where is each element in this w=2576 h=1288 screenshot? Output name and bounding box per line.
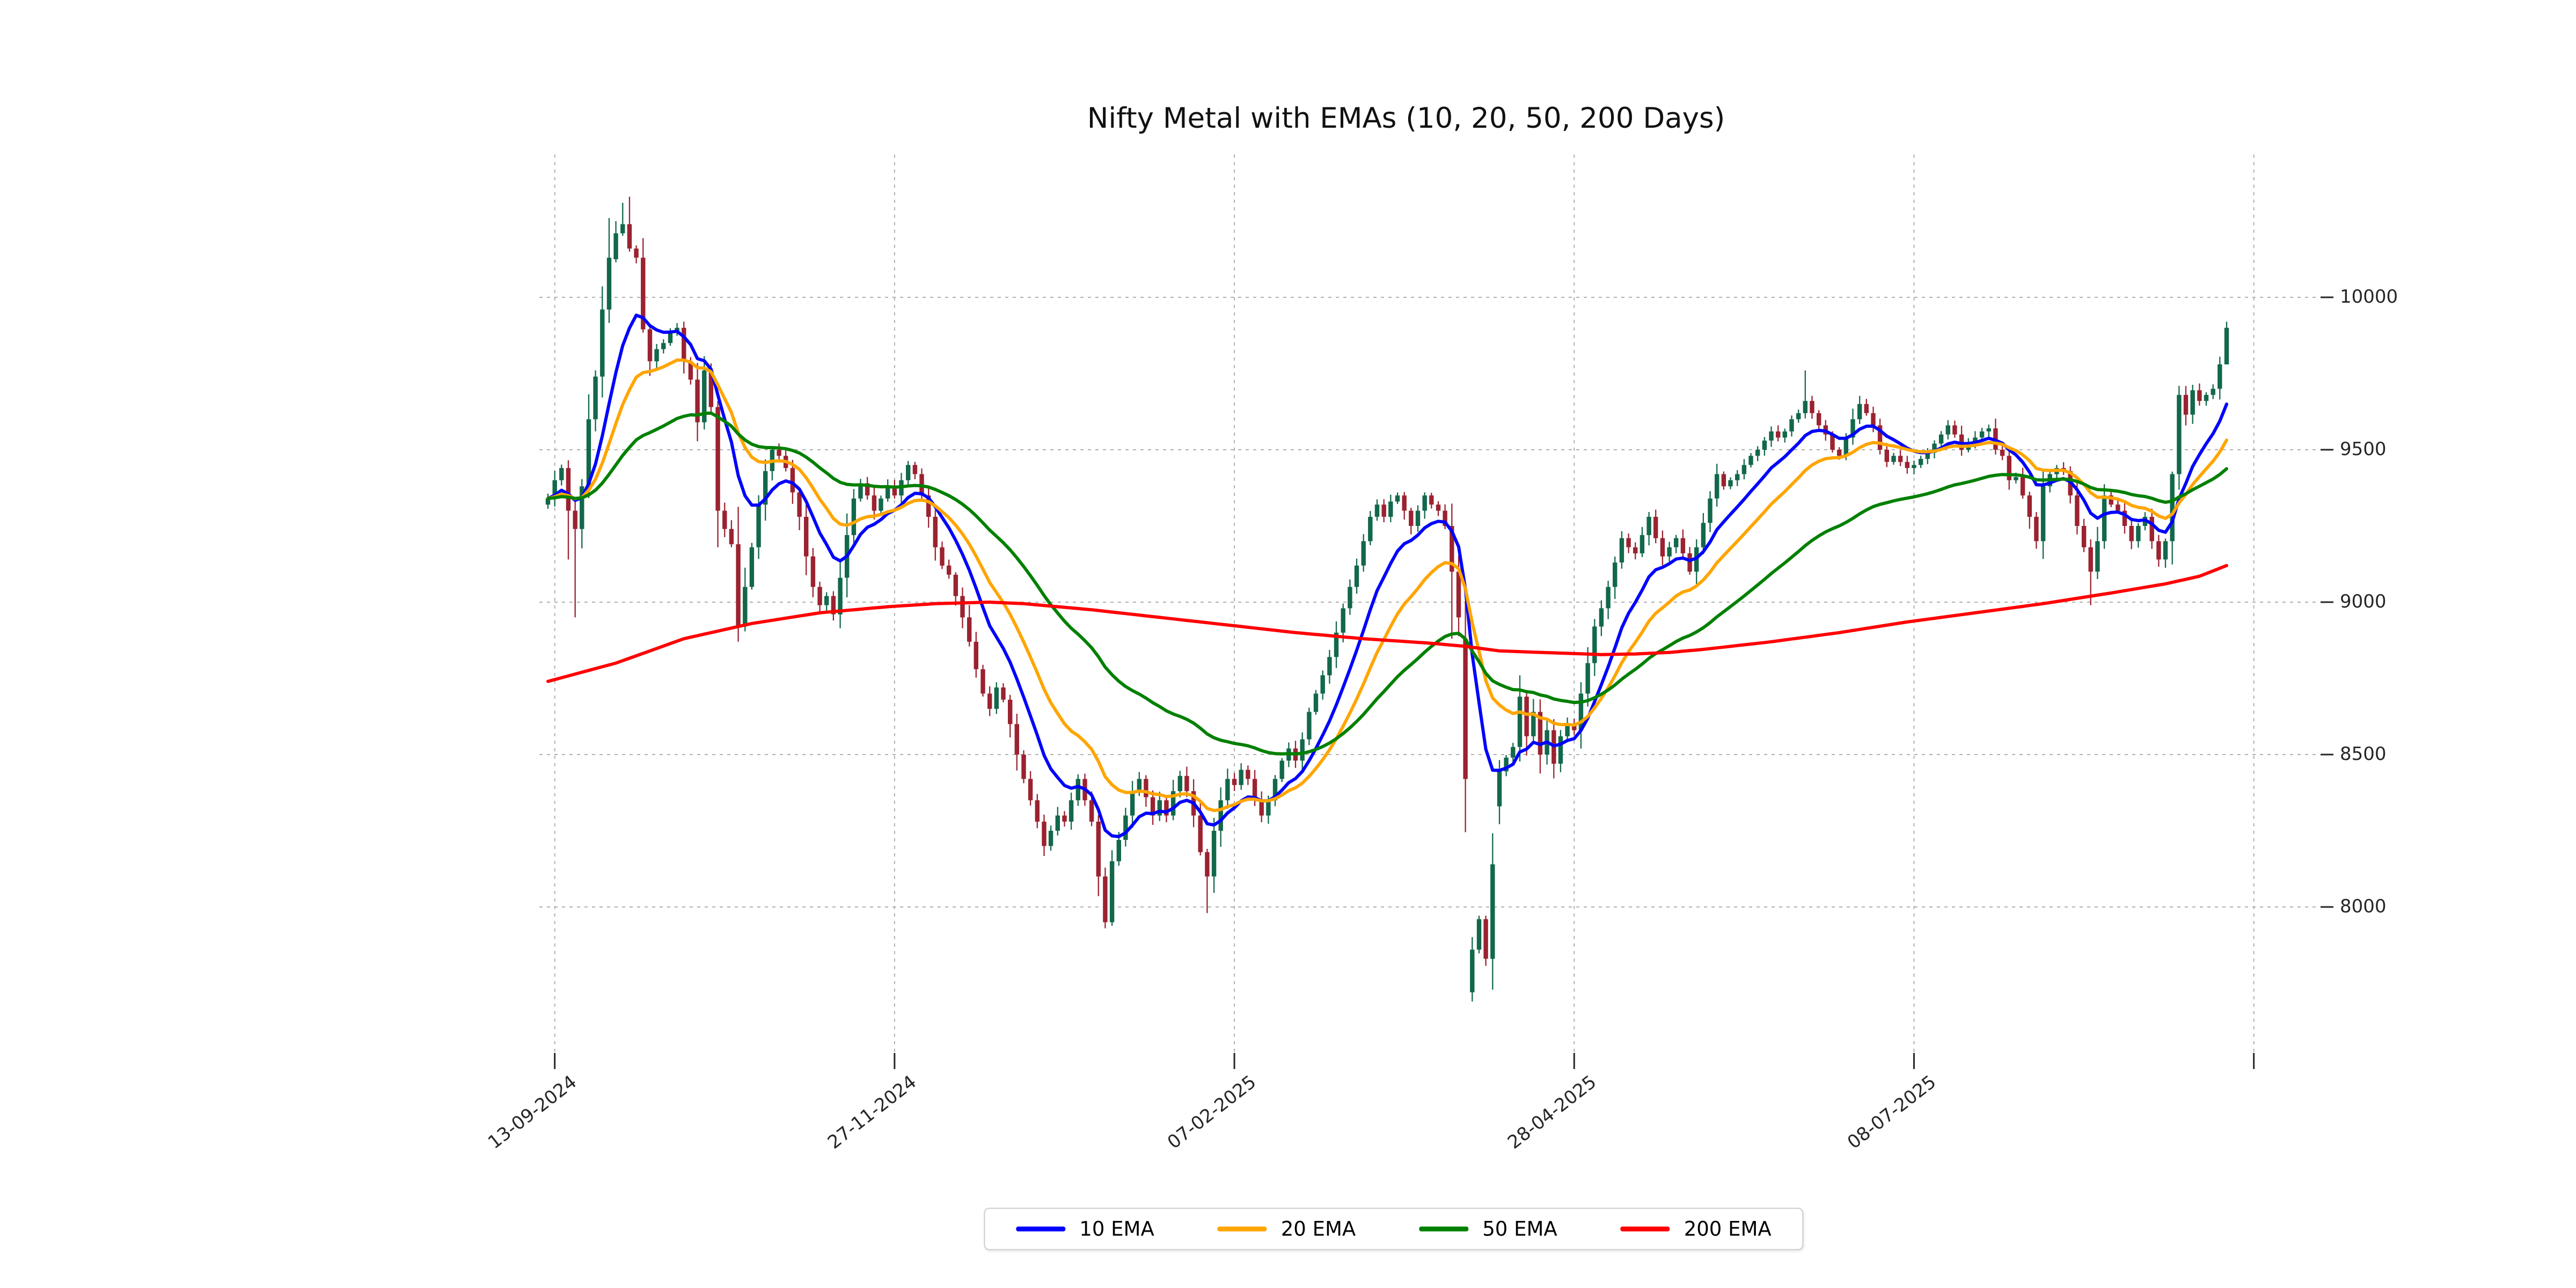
chart-title: Nifty Metal with EMAs (10, 20, 50, 200 D… — [1087, 102, 1725, 135]
legend-swatch-50ema-icon — [1419, 1226, 1469, 1232]
legend-item-20ema: 20 EMA — [1217, 1217, 1356, 1241]
legend-item-10ema: 10 EMA — [1016, 1218, 1154, 1241]
y-axis-label: 9500 — [2340, 438, 2387, 460]
legend-swatch-10ema-icon — [1016, 1226, 1066, 1232]
legend-label-200ema: 200 EMA — [1684, 1217, 1772, 1241]
legend-label-20ema: 20 EMA — [1280, 1217, 1356, 1241]
legend-label-10ema: 10 EMA — [1079, 1217, 1154, 1241]
y-axis-label: 9000 — [2340, 591, 2387, 613]
legend-item-50ema: 50 EMA — [1419, 1218, 1557, 1241]
legend: 10 EMA 20 EMA 50 EMA 200 EMA — [984, 1208, 1804, 1250]
legend-swatch-200ema-icon — [1620, 1226, 1670, 1232]
y-axis-label: 8500 — [2340, 743, 2387, 765]
legend-swatch-20ema-icon — [1217, 1226, 1267, 1232]
y-axis-label: 8000 — [2340, 896, 2387, 918]
y-axis-label: 10000 — [2340, 286, 2398, 308]
legend-item-200ema: 200 EMA — [1620, 1217, 1772, 1241]
legend-label-50ema: 50 EMA — [1482, 1217, 1557, 1241]
